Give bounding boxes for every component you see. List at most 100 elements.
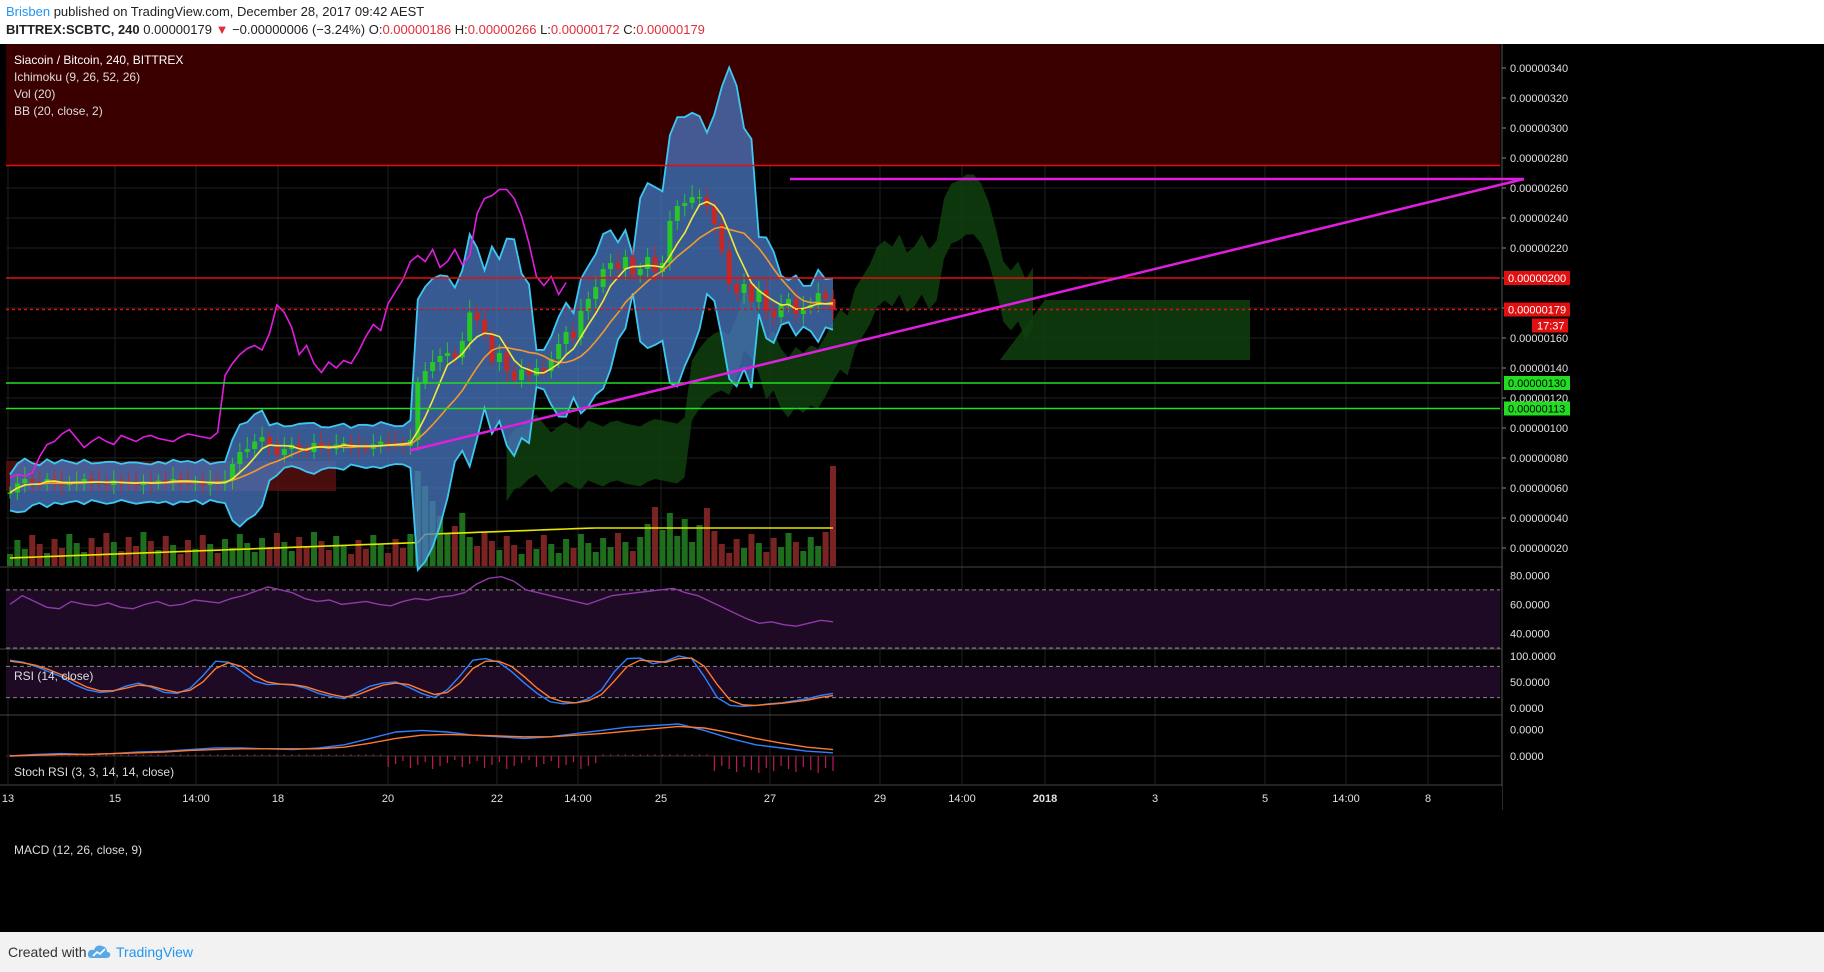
candle-body (178, 479, 184, 481)
candle-body (763, 290, 769, 311)
volume-bar (681, 519, 688, 566)
candle-body (541, 368, 547, 371)
volume-bar (58, 548, 65, 566)
countdown-bg (1532, 318, 1568, 333)
volume-bar (44, 553, 51, 566)
sub-y-tick-label: 50.0000 (1510, 677, 1550, 689)
volume-bar (348, 554, 355, 566)
candle-body (652, 257, 658, 272)
ichimoku-conversion-line (9, 200, 834, 494)
author-link[interactable]: Brisben (6, 4, 51, 19)
candle-body (482, 320, 488, 335)
volume-bar (718, 544, 725, 566)
candle-body (7, 492, 13, 494)
candle-body (22, 479, 28, 484)
footer: Created with TradingView (0, 932, 1824, 972)
candle-body (748, 284, 754, 302)
bollinger-bands (9, 64, 834, 573)
triangle-rising-line (409, 177, 1525, 452)
volume-bar (451, 526, 458, 566)
candle-body (207, 482, 213, 485)
volume-bar (95, 547, 102, 566)
candle-body (237, 452, 243, 464)
candle-body (140, 482, 146, 485)
volume-bar (540, 535, 547, 566)
candle-body (615, 263, 621, 269)
tradingview-link[interactable]: TradingView (116, 944, 194, 960)
y-tick-label: 0.00000100 (1510, 423, 1568, 435)
candle-body (771, 311, 777, 317)
candle-body (734, 284, 740, 293)
drawings (6, 164, 1525, 452)
volume-bar (629, 551, 636, 566)
x-tick-label: 27 (764, 793, 776, 805)
candle-body (267, 437, 273, 446)
rsi-legend: RSI (14, close) (14, 669, 93, 683)
price-tag-label: 0.00000200 (1508, 273, 1566, 285)
candle-body (133, 483, 139, 485)
symbol-quote-line: BITTREX:SCBTC, 240 0.00000179 ▼ −0.00000… (6, 22, 705, 37)
candle-body (556, 344, 562, 359)
candle-body (444, 353, 450, 356)
vol-legend: Vol (20) (14, 87, 55, 101)
volume-bar (444, 533, 451, 566)
volume-bar (481, 532, 488, 566)
candle-body (711, 206, 717, 224)
candle-body (548, 359, 554, 371)
volume-bar (407, 534, 414, 566)
volume-bar (748, 534, 755, 566)
price-tag-bg (1504, 376, 1570, 390)
y-tick-label: 0.00000060 (1510, 483, 1568, 495)
low-value: 0.00000172 (550, 22, 620, 37)
bb-legend: BB (20, close, 2) (14, 104, 103, 118)
candle-body (504, 353, 510, 371)
chart-canvas[interactable]: 0.00000340 0.00000320 0.00000300 0.00000280… (0, 44, 1824, 932)
candle-body (786, 299, 792, 305)
sub-y-tick-label: 100.0000 (1510, 651, 1556, 663)
tradingview-cloud-icon (87, 945, 111, 958)
x-tick-label: 5 (1262, 793, 1268, 805)
candle-body (697, 197, 703, 199)
candle-body (467, 312, 473, 341)
volume-bar (503, 536, 510, 566)
volume-bar (14, 540, 21, 566)
close-label: C: (623, 22, 637, 37)
x-tick-label: 15 (109, 793, 121, 805)
volume-bar (385, 553, 392, 566)
high-label: H: (454, 22, 468, 37)
y-tick-label: 0.00000080 (1510, 453, 1568, 465)
volume-bar (73, 543, 80, 566)
candle-body (519, 369, 525, 380)
candle-body (170, 479, 176, 482)
sub-y-tick-label: 80.0000 (1510, 570, 1550, 582)
header-bar: Brisben published on TradingView.com, De… (0, 0, 1824, 44)
y-tick-label: 0.00000340 (1510, 63, 1568, 75)
volume-bar (637, 537, 644, 566)
volume-bar (570, 548, 577, 566)
chart-title: Siacoin / Bitcoin, 240, BITTREX (14, 53, 183, 67)
low-label: L: (540, 22, 551, 37)
created-with-label: Created with (8, 944, 87, 960)
volume-bar (310, 532, 317, 566)
volume-bar (377, 544, 384, 566)
volume-bar (118, 551, 125, 566)
volume-bar (533, 549, 540, 566)
volume-bar (251, 552, 258, 566)
volume-bar (830, 466, 836, 566)
macd-signal-line (9, 725, 834, 757)
volume-bar (459, 513, 466, 566)
candle-body (29, 479, 35, 482)
volume-bar (192, 549, 199, 566)
x-tick-label: 14:00 (948, 793, 976, 805)
volume-bar (103, 533, 110, 566)
x-tick-label: 14:00 (564, 793, 592, 805)
published-text: published on TradingView.com, December 2… (53, 4, 425, 19)
y-tick-label: 0.00000320 (1510, 93, 1568, 105)
volume-bar (696, 525, 703, 566)
volume-bar (815, 546, 822, 566)
resistance-zone (6, 44, 1500, 166)
x-tick-label: 8 (1425, 793, 1431, 805)
sub-y-tick-label: 0.0000 (1510, 703, 1544, 715)
volume-bar (184, 540, 191, 566)
published-line: Brisben published on TradingView.com, De… (6, 4, 424, 19)
